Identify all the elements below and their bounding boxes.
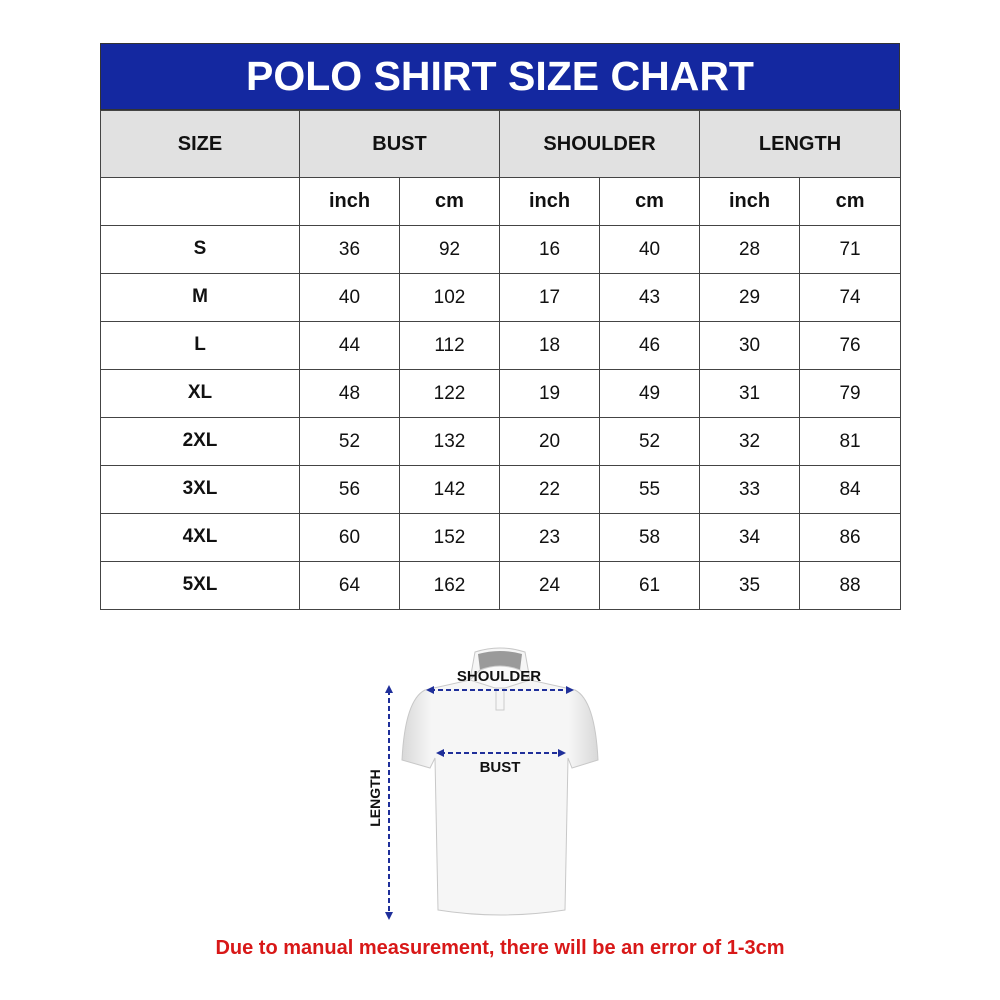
value-cell: 30 <box>699 321 801 370</box>
value-cell: 16 <box>499 225 601 274</box>
unit-cell: inch <box>299 177 400 226</box>
value-cell: 19 <box>499 369 601 418</box>
measurement-note: Due to manual measurement, there will be… <box>215 937 785 959</box>
value-cell: 34 <box>699 513 801 562</box>
value-cell: 142 <box>398 465 501 514</box>
value-cell: 112 <box>398 321 501 370</box>
value-cell: 24 <box>499 561 601 610</box>
value-cell: 17 <box>499 273 601 322</box>
value-cell: 46 <box>599 321 701 370</box>
unit-cell: inch <box>699 177 801 226</box>
header-size: SIZE <box>100 110 300 178</box>
table-row: S 36 92 16 40 28 71 <box>100 225 902 274</box>
header-length: LENGTH <box>699 110 902 178</box>
size-cell: 3XL <box>100 465 300 514</box>
value-cell: 52 <box>599 417 701 466</box>
value-cell: 86 <box>799 513 902 562</box>
value-cell: 60 <box>299 513 400 562</box>
size-cell: 5XL <box>100 561 300 610</box>
table-row: XL 48 122 19 49 31 79 <box>100 369 902 418</box>
measure-arrows <box>388 689 570 915</box>
header-row: SIZE BUST SHOULDER LENGTH <box>100 110 902 178</box>
value-cell: 162 <box>398 561 501 610</box>
value-cell: 58 <box>599 513 701 562</box>
size-cell: S <box>100 225 300 274</box>
value-cell: 33 <box>699 465 801 514</box>
size-cell: 4XL <box>100 513 300 562</box>
unit-cell: cm <box>398 177 501 226</box>
shoulder-label: SHOULDER <box>457 668 541 685</box>
unit-cell: cm <box>799 177 902 226</box>
value-cell: 132 <box>398 417 501 466</box>
table-row: 4XL 60 152 23 58 34 86 <box>100 513 902 562</box>
table-row: M 40 102 17 43 29 74 <box>100 273 902 322</box>
value-cell: 48 <box>299 369 400 418</box>
value-cell: 55 <box>599 465 701 514</box>
value-cell: 56 <box>299 465 400 514</box>
value-cell: 40 <box>299 273 400 322</box>
polo-shirt-diagram: SHOULDER BUST LENGTH <box>367 647 599 920</box>
value-cell: 40 <box>599 225 701 274</box>
header-shoulder: SHOULDER <box>499 110 701 178</box>
bust-label: BUST <box>480 759 521 776</box>
shirt-icon <box>401 647 599 916</box>
value-cell: 22 <box>499 465 601 514</box>
value-cell: 76 <box>799 321 902 370</box>
value-cell: 61 <box>599 561 701 610</box>
value-cell: 152 <box>398 513 501 562</box>
table-row: 2XL 52 132 20 52 32 81 <box>100 417 902 466</box>
value-cell: 71 <box>799 225 902 274</box>
value-cell: 23 <box>499 513 601 562</box>
value-cell: 28 <box>699 225 801 274</box>
size-cell: M <box>100 273 300 322</box>
value-cell: 64 <box>299 561 400 610</box>
value-cell: 74 <box>799 273 902 322</box>
value-cell: 20 <box>499 417 601 466</box>
size-cell: L <box>100 321 300 370</box>
unit-cell: inch <box>499 177 601 226</box>
value-cell: 29 <box>699 273 801 322</box>
unit-row: inch cm inch cm inch cm <box>100 177 902 226</box>
value-cell: 18 <box>499 321 601 370</box>
size-cell: XL <box>100 369 300 418</box>
value-cell: 43 <box>599 273 701 322</box>
value-cell: 122 <box>398 369 501 418</box>
table-row: 5XL 64 162 24 61 35 88 <box>100 561 902 610</box>
value-cell: 88 <box>799 561 902 610</box>
value-cell: 44 <box>299 321 400 370</box>
size-cell: 2XL <box>100 417 300 466</box>
unit-cell: cm <box>599 177 701 226</box>
value-cell: 35 <box>699 561 801 610</box>
value-cell: 49 <box>599 369 701 418</box>
value-cell: 102 <box>398 273 501 322</box>
chart-title: POLO SHIRT SIZE CHART <box>100 43 900 110</box>
table-row: 3XL 56 142 22 55 33 84 <box>100 465 902 514</box>
value-cell: 79 <box>799 369 902 418</box>
header-bust: BUST <box>298 110 501 178</box>
length-label: LENGTH <box>367 769 383 827</box>
unit-blank <box>100 177 300 226</box>
value-cell: 92 <box>398 225 501 274</box>
value-cell: 32 <box>699 417 801 466</box>
value-cell: 52 <box>299 417 400 466</box>
table-row: L 44 112 18 46 30 76 <box>100 321 902 370</box>
value-cell: 31 <box>699 369 801 418</box>
value-cell: 36 <box>299 225 400 274</box>
value-cell: 81 <box>799 417 902 466</box>
value-cell: 84 <box>799 465 902 514</box>
size-table: SIZE BUST SHOULDER LENGTH inch cm inch c… <box>100 110 902 610</box>
